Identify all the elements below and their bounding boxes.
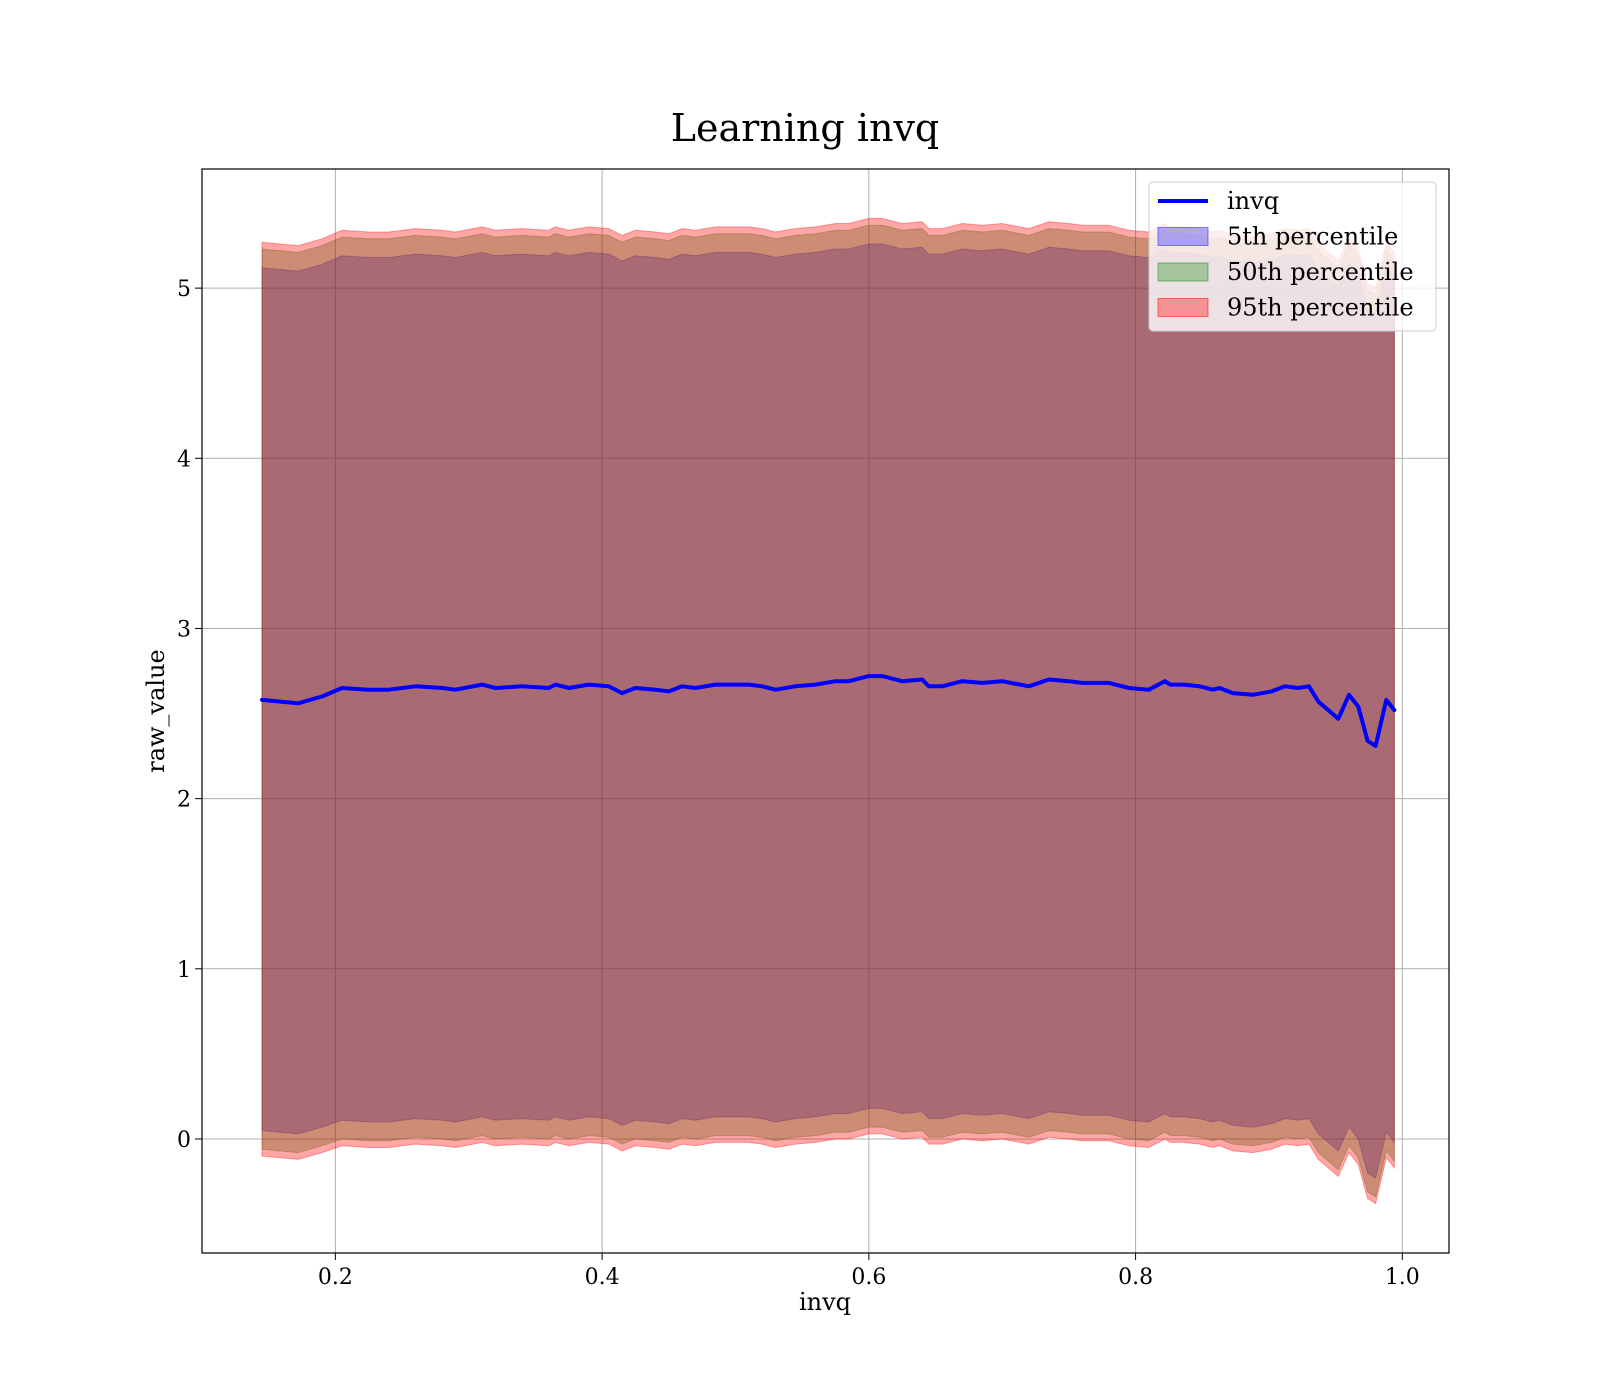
y-tick-label: 5: [177, 277, 191, 302]
legend-label: invq: [1227, 187, 1279, 215]
plot-area: [202, 169, 1449, 1253]
legend-label: 5th percentile: [1227, 223, 1398, 251]
x-tick-label: 0.8: [1118, 1265, 1153, 1290]
legend: invq 5th percentile 50th percentile 95th pe…: [1149, 182, 1436, 331]
y-axis-label: raw_value: [142, 649, 170, 773]
band-95th-percentile: [262, 218, 1394, 1203]
x-axis-label: invq: [799, 1288, 851, 1316]
y-tick-label: 4: [177, 447, 191, 472]
percentile-bands: [262, 218, 1394, 1203]
y-tick-label: 3: [177, 617, 191, 642]
legend-label: 95th percentile: [1227, 294, 1414, 322]
x-tick-label: 0.6: [851, 1265, 886, 1290]
chart-title: Learning invq: [671, 106, 939, 150]
y-tick-label: 0: [177, 1128, 191, 1153]
legend-label: 50th percentile: [1227, 258, 1414, 286]
legend-patch-swatch: [1158, 263, 1208, 281]
x-tick-label: 0.4: [585, 1265, 620, 1290]
x-tick-label: 1.0: [1385, 1265, 1420, 1290]
y-tick-label: 2: [177, 788, 191, 813]
x-tick-label: 0.2: [318, 1265, 353, 1290]
y-tick-label: 1: [177, 958, 191, 983]
legend-patch-swatch: [1158, 299, 1208, 317]
legend-patch-swatch: [1158, 228, 1208, 246]
